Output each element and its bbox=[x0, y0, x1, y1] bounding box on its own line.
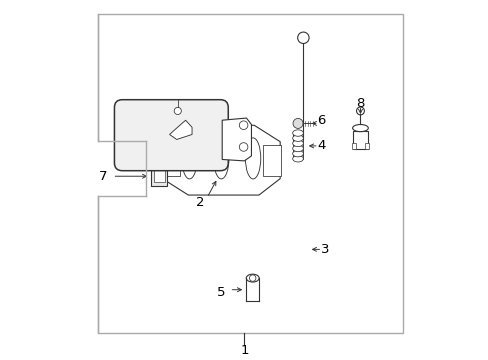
FancyBboxPatch shape bbox=[352, 131, 367, 149]
Text: 1: 1 bbox=[240, 344, 248, 357]
Circle shape bbox=[239, 143, 247, 151]
Ellipse shape bbox=[292, 130, 303, 136]
Ellipse shape bbox=[213, 138, 228, 179]
Circle shape bbox=[297, 32, 308, 44]
Polygon shape bbox=[169, 120, 192, 139]
Ellipse shape bbox=[246, 274, 259, 282]
Text: 2: 2 bbox=[195, 197, 203, 210]
FancyBboxPatch shape bbox=[162, 145, 179, 176]
Text: 6: 6 bbox=[316, 114, 325, 127]
Text: 7: 7 bbox=[99, 170, 107, 183]
Ellipse shape bbox=[292, 135, 303, 141]
Ellipse shape bbox=[292, 156, 303, 162]
Circle shape bbox=[292, 118, 303, 129]
FancyBboxPatch shape bbox=[364, 143, 368, 149]
Text: 5: 5 bbox=[217, 286, 225, 299]
FancyBboxPatch shape bbox=[153, 170, 164, 182]
Circle shape bbox=[356, 107, 364, 115]
Circle shape bbox=[174, 107, 181, 114]
FancyBboxPatch shape bbox=[351, 143, 355, 149]
Ellipse shape bbox=[352, 125, 367, 132]
FancyBboxPatch shape bbox=[114, 100, 228, 171]
Text: 4: 4 bbox=[316, 139, 325, 152]
FancyBboxPatch shape bbox=[151, 167, 167, 185]
Circle shape bbox=[249, 275, 255, 281]
Ellipse shape bbox=[292, 150, 303, 157]
Polygon shape bbox=[162, 125, 280, 195]
Ellipse shape bbox=[292, 145, 303, 152]
FancyBboxPatch shape bbox=[96, 140, 100, 196]
Text: 3: 3 bbox=[320, 243, 328, 256]
Ellipse shape bbox=[292, 140, 303, 147]
FancyBboxPatch shape bbox=[263, 145, 280, 176]
Ellipse shape bbox=[182, 138, 197, 179]
Circle shape bbox=[239, 121, 247, 130]
Ellipse shape bbox=[245, 138, 260, 179]
Text: 8: 8 bbox=[356, 96, 364, 109]
Polygon shape bbox=[222, 118, 251, 161]
